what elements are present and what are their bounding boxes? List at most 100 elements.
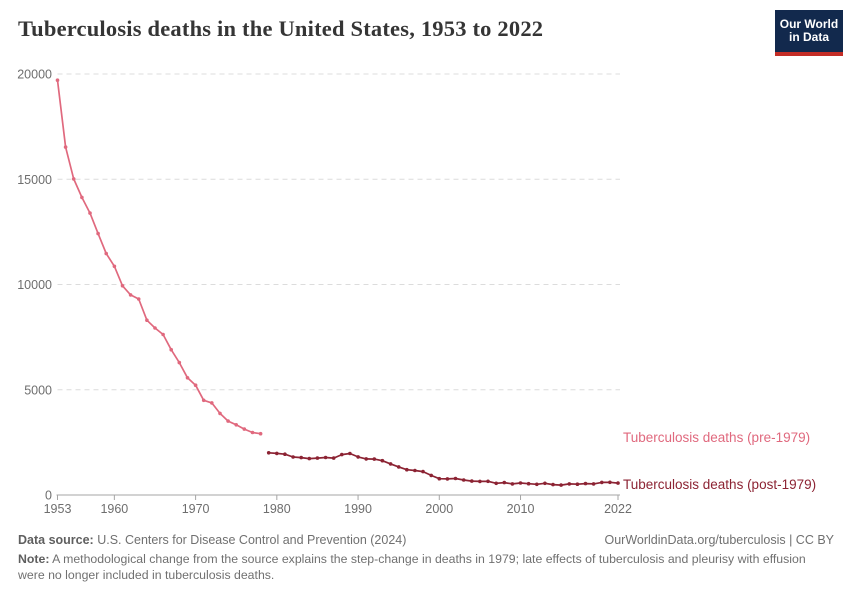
series-point — [348, 451, 352, 456]
y-tick-label: 10000 — [17, 278, 52, 292]
series-point — [616, 481, 620, 485]
y-tick-label: 15000 — [17, 173, 52, 187]
series-line-pre-1979 — [56, 79, 262, 435]
owid-logo[interactable]: Our World in Data — [775, 10, 843, 56]
series-point — [193, 383, 198, 388]
chart-note: Note: A methodological change from the s… — [18, 551, 824, 583]
series-point — [608, 480, 612, 485]
series-point — [486, 479, 490, 484]
series-point — [242, 427, 247, 431]
data-source-label: Data source: — [18, 533, 94, 547]
owid-logo-red-bar — [775, 52, 843, 56]
series-point — [226, 419, 230, 423]
series-point — [169, 347, 173, 352]
x-tick-label: 2000 — [425, 502, 453, 516]
chart-canvas: 0 5000 10000 15000 20000 1953 1960 1970 1980 1990… — [17, 68, 632, 517]
legend-label-post-1979: Tuberculosis deaths (post-1979) — [623, 477, 817, 492]
owid-logo-line2: in Data — [788, 30, 829, 44]
x-tick-label: 1980 — [263, 502, 291, 516]
series-point — [331, 456, 336, 460]
series-point — [340, 452, 344, 457]
series-point — [80, 195, 84, 200]
series-point — [559, 483, 563, 487]
series-point — [291, 455, 295, 459]
chart-footer: Data source: U.S. Centers for Disease Co… — [18, 533, 834, 583]
series-point — [250, 430, 255, 435]
series-point — [218, 411, 222, 416]
series-point — [323, 455, 328, 460]
series-point — [364, 457, 369, 461]
x-tick-label: 1960 — [100, 502, 128, 516]
series-point — [96, 231, 100, 236]
series-point — [136, 297, 141, 301]
series-point — [421, 469, 425, 474]
series-point — [437, 476, 442, 481]
series-point — [461, 478, 466, 482]
series-point — [575, 482, 580, 487]
x-tick-label: 1953 — [44, 502, 72, 516]
owid-url-link[interactable]: OurWorldinData.org/tuberculosis | CC BY — [604, 533, 835, 547]
series-point — [283, 452, 287, 457]
note-label: Note: — [18, 552, 50, 566]
series-point — [315, 456, 320, 460]
series-point — [112, 264, 117, 269]
series-point — [600, 480, 604, 485]
note-text: A methodological change from the source … — [18, 552, 806, 582]
x-tick-label: 1990 — [344, 502, 372, 516]
series-point — [307, 456, 312, 461]
series-point — [405, 467, 409, 472]
series-point — [266, 451, 271, 455]
series-point — [510, 482, 515, 486]
series-point — [120, 284, 125, 288]
y-tick-label: 20000 — [17, 68, 52, 82]
series-point — [128, 293, 133, 297]
x-tick-label: 2010 — [507, 502, 535, 516]
series-point — [201, 398, 206, 403]
series-point — [177, 360, 182, 365]
series-point — [145, 318, 149, 323]
series-point — [210, 401, 214, 405]
series-point — [356, 455, 360, 459]
series-point — [478, 479, 482, 484]
series-point — [380, 458, 385, 463]
series-point — [372, 457, 377, 461]
series-point — [526, 481, 531, 486]
series-point — [543, 481, 547, 486]
series-point — [591, 482, 596, 486]
series-point — [63, 145, 68, 149]
series-point — [153, 326, 157, 330]
series-point — [583, 481, 588, 486]
chart-title: Tuberculosis deaths in the United States… — [18, 16, 544, 41]
series-point — [275, 451, 279, 456]
series-point — [161, 332, 165, 337]
series-point — [396, 465, 401, 469]
series-point — [388, 462, 393, 466]
series-line-post-1979 — [267, 451, 619, 486]
series-point — [429, 473, 434, 478]
series-point — [453, 476, 458, 481]
y-tick-label: 0 — [45, 489, 52, 503]
series-point — [299, 455, 304, 460]
series-point — [551, 482, 555, 487]
series-point — [71, 177, 76, 181]
series-point — [55, 78, 60, 82]
series-point — [234, 423, 238, 427]
series-point — [518, 481, 523, 485]
series-point — [88, 211, 92, 215]
owid-logo-box: Our World in Data — [775, 10, 843, 52]
series-point — [258, 431, 263, 436]
series-point — [104, 251, 108, 256]
data-source-line: Data source: U.S. Centers for Disease Co… — [18, 533, 406, 547]
x-tick-label: 2022 — [604, 502, 632, 516]
series-point — [185, 376, 190, 380]
y-tick-label: 5000 — [24, 383, 52, 397]
series-point — [445, 477, 450, 481]
series-point — [567, 482, 572, 486]
series-point — [470, 479, 474, 483]
legend-label-pre-1979: Tuberculosis deaths (pre-1979) — [623, 430, 811, 445]
series-point — [413, 468, 417, 473]
owid-logo-line1: Our World — [779, 17, 839, 31]
x-tick-label: 1970 — [182, 502, 210, 516]
series-point — [502, 480, 507, 485]
